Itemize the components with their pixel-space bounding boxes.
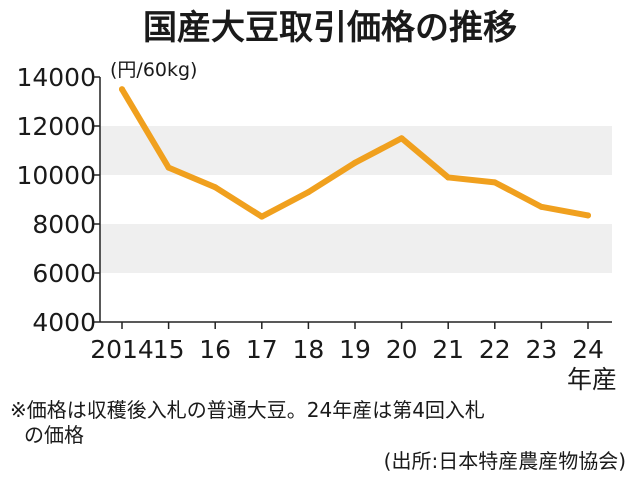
data-point	[491, 179, 498, 186]
y-tick-label: 10000	[16, 161, 96, 190]
x-tick-label: 21	[432, 335, 464, 364]
data-point	[305, 189, 312, 196]
x-tick-label: 24	[572, 335, 604, 364]
data-point	[119, 86, 125, 93]
grid-band	[100, 126, 612, 175]
y-tick-label: 12000	[16, 112, 96, 141]
data-point	[212, 184, 219, 191]
y-tick-label: 14000	[16, 63, 96, 92]
x-tick-label: 18	[292, 335, 324, 364]
y-tick-label: 4000	[32, 308, 96, 337]
data-point	[398, 135, 405, 142]
x-tick-label: 16	[199, 335, 231, 364]
source-note: (出所:日本特産農産物協会)	[384, 449, 626, 473]
x-tick-label: 2014	[90, 335, 154, 364]
series-line-group	[119, 86, 591, 220]
y-tick-label: 6000	[32, 259, 96, 288]
unit-label: (円/60kg)	[110, 59, 197, 81]
data-point	[445, 174, 452, 181]
grid-band	[100, 224, 612, 273]
x-tick-label: 20	[386, 335, 418, 364]
data-point	[352, 159, 358, 166]
x-tick-label: 19	[339, 335, 371, 364]
x-tick-label: 17	[246, 335, 278, 364]
footnote-line-2: の価格	[24, 423, 84, 447]
x-tick-label: 22	[479, 335, 511, 364]
data-point	[585, 212, 591, 219]
y-tick-labels: 4000 6000 8000 10000 12000 14000	[16, 63, 96, 337]
chart-title: 国産大豆取引価格の推移	[143, 8, 517, 48]
x-tick-label: 15	[153, 335, 185, 364]
data-point	[165, 164, 172, 171]
data-point	[538, 203, 545, 210]
footnote-line-1: ※価格は収穫後入札の普通大豆。24年産は第4回入札	[10, 398, 485, 422]
x-axis-suffix: 年産	[567, 365, 617, 394]
x-tick-label: 23	[525, 335, 557, 364]
y-tick-label: 8000	[32, 210, 96, 239]
grid-bands	[100, 126, 612, 273]
data-point	[258, 213, 265, 220]
axes	[94, 76, 612, 329]
